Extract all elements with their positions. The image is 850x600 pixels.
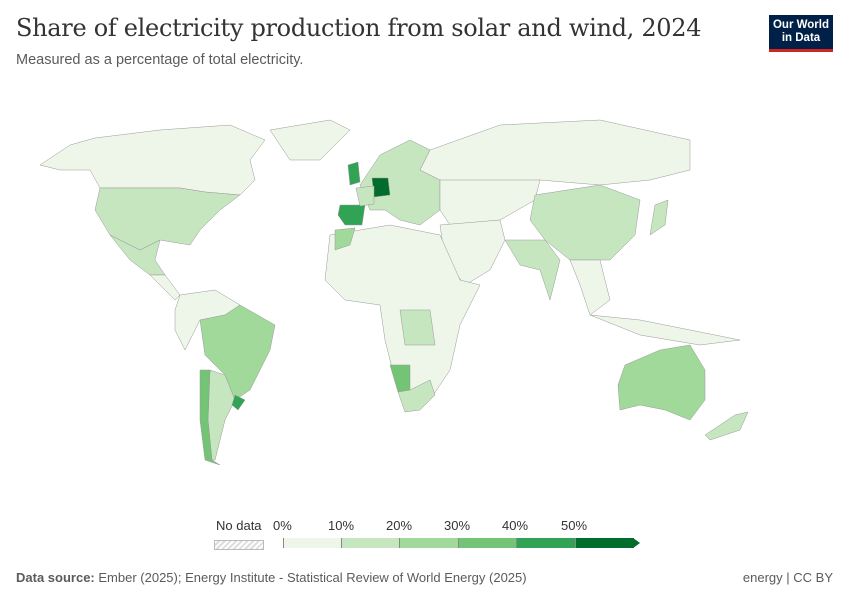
legend-tick: 10% xyxy=(328,518,355,533)
legend-tick: 0% xyxy=(273,518,292,533)
country-greenland[interactable] xyxy=(269,119,351,161)
country-australia[interactable] xyxy=(617,344,706,421)
legend-no-data-label: No data xyxy=(216,518,262,533)
country-russia[interactable] xyxy=(419,119,691,186)
country-morocco[interactable] xyxy=(334,227,356,251)
region-east-africa[interactable] xyxy=(399,309,436,346)
legend-tick: 30% xyxy=(444,518,471,533)
country-china[interactable] xyxy=(529,184,641,261)
country-japan[interactable] xyxy=(649,199,669,236)
source-text[interactable]: Ember (2025); Energy Institute - Statist… xyxy=(98,570,527,585)
legend-no-data-swatch[interactable] xyxy=(214,540,264,550)
footer-license[interactable]: energy | CC BY xyxy=(742,570,833,585)
country-united-states[interactable] xyxy=(94,187,241,251)
country-namibia[interactable] xyxy=(389,364,411,393)
footer-source: Data source: Ember (2025); Energy Instit… xyxy=(16,570,527,585)
owid-logo[interactable]: Our World in Data xyxy=(769,15,833,52)
source-label: Data source: xyxy=(16,570,95,585)
country-mexico[interactable] xyxy=(109,234,166,276)
country-spain[interactable] xyxy=(337,204,366,226)
legend-bin-40-50[interactable] xyxy=(516,538,576,548)
chart-title: Share of electricity production from sol… xyxy=(16,14,702,42)
legend-bin-0-10[interactable] xyxy=(283,538,342,548)
region-central-asia[interactable] xyxy=(439,179,541,226)
chart-subtitle: Measured as a percentage of total electr… xyxy=(16,52,304,68)
country-new-zealand[interactable] xyxy=(704,411,749,441)
world-map[interactable] xyxy=(0,100,850,510)
country-indonesia[interactable] xyxy=(589,314,741,346)
country-south-africa[interactable] xyxy=(397,379,436,413)
country-germany[interactable] xyxy=(371,177,391,198)
legend-bin-10-20[interactable] xyxy=(341,538,400,548)
country-brazil[interactable] xyxy=(199,304,276,401)
legend-arrow-icon xyxy=(633,538,640,548)
region-central-america[interactable] xyxy=(149,274,181,301)
legend-tick: 50% xyxy=(561,518,588,533)
legend-tick: 20% xyxy=(386,518,413,533)
legend-bin-50-plus[interactable] xyxy=(575,538,634,548)
legend: No data 0% 10% 20% 30% 40% 50% xyxy=(210,515,650,555)
country-uk[interactable] xyxy=(347,161,361,186)
legend-bin-30-40[interactable] xyxy=(458,538,517,548)
region-southeast-asia[interactable] xyxy=(569,259,611,316)
region-europe[interactable] xyxy=(359,139,441,226)
country-france[interactable] xyxy=(355,185,375,207)
legend-bin-20-30[interactable] xyxy=(399,538,459,548)
legend-tick: 40% xyxy=(502,518,529,533)
country-canada[interactable] xyxy=(39,124,266,196)
country-uruguay[interactable] xyxy=(231,394,246,411)
country-chile[interactable] xyxy=(199,369,221,466)
country-india[interactable] xyxy=(504,239,561,301)
